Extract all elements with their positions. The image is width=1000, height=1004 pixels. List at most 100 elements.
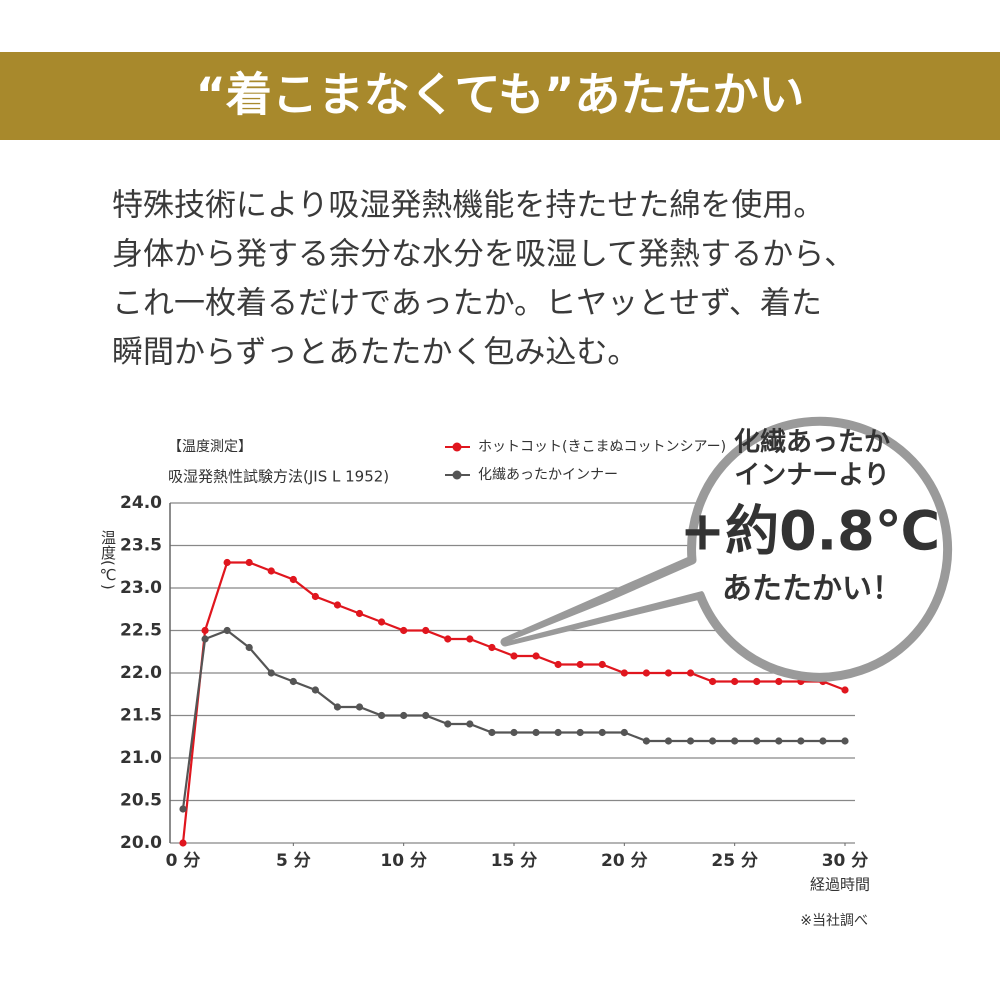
- data-point: [245, 558, 253, 567]
- data-point: [664, 669, 673, 677]
- callout-text: 化繊あったか: [734, 428, 890, 458]
- y-tick-label: 23.5: [120, 536, 162, 556]
- x-tick-label: 25 分: [711, 851, 758, 871]
- data-point: [709, 737, 717, 745]
- data-point: [731, 677, 739, 686]
- data-point: [686, 737, 695, 745]
- data-point: [201, 635, 209, 643]
- data-point: [223, 626, 231, 635]
- data-point: [422, 626, 430, 635]
- note: ※当社調べ: [800, 913, 868, 929]
- data-point: [620, 669, 628, 677]
- y-tick-label: 20.0: [120, 833, 162, 853]
- data-point: [311, 592, 319, 601]
- data-point: [510, 652, 518, 660]
- y-tick-label: 21.0: [120, 748, 162, 768]
- data-point: [422, 711, 430, 720]
- plot: 20.0 20.5 21.0 21.5 22.0 22.5 23.0 23.5 24.0 0 分 5…: [120, 439, 868, 871]
- data-point: [378, 618, 386, 626]
- data-point: [444, 635, 452, 643]
- data-point: [400, 626, 408, 635]
- callout-text: あたたかい！: [722, 572, 902, 607]
- legend-marker: [452, 442, 462, 452]
- callout-text: インナーより: [734, 461, 889, 491]
- x-tick-label: 20 分: [601, 851, 648, 871]
- data-point: [223, 558, 231, 567]
- method-label: 【温度測定】: [168, 439, 252, 455]
- data-point: [333, 601, 342, 609]
- legend-marker: [452, 470, 462, 480]
- data-point: [333, 703, 342, 711]
- y-tick-label: 20.5: [120, 791, 162, 811]
- data-point: [598, 660, 606, 669]
- data-point: [289, 575, 297, 584]
- data-point: [245, 643, 253, 652]
- data-point: [179, 805, 187, 813]
- x-axis-label: 経過時間: [810, 876, 870, 894]
- y-tick-label: 22.5: [120, 621, 162, 641]
- y-tick-label: 21.5: [120, 706, 162, 726]
- method-label: 吸湿発熱性試験方法(JIS L 1952): [168, 468, 389, 486]
- x-tick-label: 5 分: [276, 851, 311, 871]
- callout: 化繊あったか インナーより +約0.8℃ あたたかい！: [500, 416, 953, 682]
- data-point: [841, 737, 849, 745]
- data-point: [488, 728, 496, 737]
- data-point: [797, 737, 805, 745]
- data-point: [709, 677, 717, 686]
- data-point: [466, 720, 474, 728]
- data-point: [620, 728, 628, 737]
- data-point: [686, 669, 695, 677]
- data-point: [267, 567, 275, 575]
- data-point: [819, 737, 827, 745]
- data-point: [775, 737, 783, 745]
- data-point: [664, 737, 673, 745]
- description-line: これ一枚着るだけであったか。ヒヤッとせず、着た: [112, 286, 822, 322]
- x-tick-label: 15 分: [491, 851, 538, 871]
- data-point: [731, 737, 739, 745]
- description-line: 身体から発する余分な水分を吸湿して発熱するから、: [112, 237, 855, 273]
- callout-tail-fill: [512, 565, 706, 640]
- data-point: [311, 686, 319, 694]
- data-point: [355, 609, 364, 618]
- legend-label: 化繊あったかインナー: [478, 467, 618, 483]
- header-band: [0, 52, 1000, 140]
- description-line: 特殊技術により吸湿発熱機能を持たせた綿を使用。: [112, 188, 824, 224]
- y-tick-label: 24.0: [120, 493, 162, 513]
- y-tick-label: 22.0: [120, 663, 162, 683]
- data-point: [355, 703, 364, 711]
- data-point: [841, 686, 849, 694]
- data-point: [510, 728, 518, 737]
- data-point: [576, 728, 584, 737]
- x-tick-label: 30 分: [822, 851, 869, 871]
- y-axis-label: 温度(℃): [99, 530, 117, 590]
- data-point: [753, 677, 761, 686]
- data-point: [444, 720, 452, 728]
- callout-highlight: +約0.8℃: [680, 500, 940, 563]
- x-tick-label: 0 分: [166, 851, 201, 871]
- data-point: [466, 635, 474, 643]
- data-point: [753, 737, 761, 745]
- data-point: [642, 737, 651, 745]
- data-point: [532, 728, 540, 737]
- data-point: [598, 728, 606, 737]
- data-point: [488, 643, 496, 652]
- data-point: [642, 669, 651, 677]
- data-point: [289, 677, 297, 686]
- data-point: [400, 711, 408, 720]
- data-point: [576, 660, 584, 669]
- x-tick-label: 10 分: [380, 851, 427, 871]
- data-point: [267, 669, 275, 677]
- data-point: [554, 660, 562, 669]
- data-point: [179, 839, 187, 847]
- y-tick-label: 23.0: [120, 578, 162, 598]
- data-point: [775, 677, 783, 686]
- data-point: [532, 652, 540, 660]
- legend-label: ホットコット(きこまぬコットンシアー): [478, 439, 726, 455]
- header-title: “着こまなくても”あたたかい: [196, 68, 805, 122]
- data-point: [378, 711, 386, 720]
- data-point: [554, 728, 562, 737]
- description-line: 瞬間からずっとあたたかく包み込む。: [112, 335, 638, 371]
- data-point: [201, 626, 209, 635]
